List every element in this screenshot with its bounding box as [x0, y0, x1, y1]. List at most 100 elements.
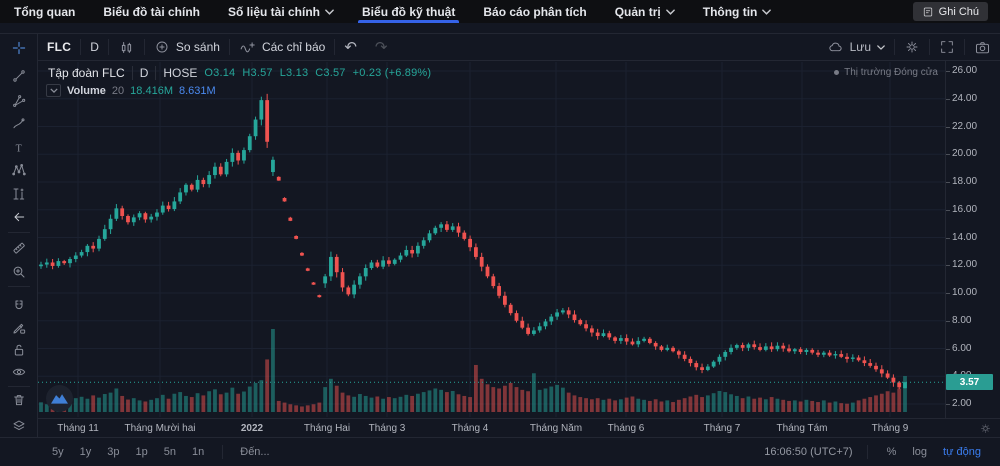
hide-drawings-eye-tool[interactable] — [11, 364, 27, 380]
price-axis-label: 20.00 — [945, 148, 978, 160]
price-chart[interactable] — [38, 61, 945, 418]
log-scale-button[interactable]: log — [912, 446, 928, 458]
brush-tool[interactable] — [11, 115, 27, 131]
volume-period: 20 — [111, 84, 125, 97]
price-axis-label: 14.00 — [945, 231, 978, 243]
range-button-3p[interactable]: 3p — [107, 446, 120, 458]
drawing-mode-lock-tool[interactable] — [11, 320, 27, 336]
price-axis-label: 10.00 — [945, 287, 978, 298]
gear-icon — [906, 41, 918, 53]
time-axis-label: Tháng Năm — [529, 423, 583, 434]
mountain-logo-icon — [51, 394, 68, 404]
indicators-button[interactable]: Các chỉ báo — [230, 34, 334, 60]
volume-ma-value: 8.631M — [178, 84, 216, 97]
collapse-indicator-button[interactable] — [46, 84, 61, 97]
toolbar-divider — [80, 39, 82, 55]
range-button-5y[interactable]: 5y — [52, 446, 64, 458]
top-navbar: Tổng quan Biểu đồ tài chính Số liệu tài … — [0, 0, 1000, 23]
nav-tab-governance[interactable]: Quản trị — [615, 0, 675, 23]
note-icon — [923, 7, 932, 16]
time-axis-label: Tháng Tám — [776, 423, 828, 434]
toolbar-divider — [143, 39, 145, 55]
nav-tab-analysis-reports[interactable]: Báo cáo phân tích — [483, 4, 587, 19]
bottom-toolbar: 5y 1y 3p 1p 5n 1n Đến... 16:06:50 (UTC+7) % l… — [0, 437, 1000, 466]
price-axis-label: 24.00 — [945, 92, 978, 104]
range-button-5n[interactable]: 5n — [163, 446, 176, 458]
toolbar-right-group: Lưu — [818, 39, 1000, 56]
nav-tab-information[interactable]: Thông tin — [703, 0, 772, 23]
candlestick-style-icon — [121, 41, 132, 53]
interval-button[interactable]: D — [90, 40, 99, 54]
zoom-in-tool[interactable] — [11, 264, 27, 280]
price-axis-label: 18.00 — [945, 176, 978, 187]
toolbar-divider — [334, 39, 336, 55]
undo-button[interactable]: ↶ — [344, 39, 357, 56]
chevron-down-icon — [762, 8, 772, 15]
snapshot-button[interactable] — [965, 39, 1000, 56]
plus-circle-icon — [156, 41, 168, 53]
price-axis-label: 26.00 — [945, 65, 978, 76]
time-axis-label: Tháng Hai — [303, 423, 351, 434]
market-status-dot-icon — [834, 70, 840, 75]
range-button-1n[interactable]: 1n — [192, 446, 205, 458]
pitchfork-tool[interactable] — [11, 93, 27, 109]
redo-button[interactable]: ↷ — [374, 39, 388, 56]
camera-icon — [975, 41, 990, 53]
series-legend[interactable]: Tập đoàn FLC D HOSE O3.14 H3.57 L3.13 C3… — [48, 66, 431, 80]
xabcd-pattern-tool[interactable] — [11, 162, 27, 178]
chevron-down-icon — [665, 8, 675, 15]
price-axis[interactable]: 3.57 26.00 24.00 22.00 20.00 18.00 16.00 14.00… — [945, 61, 1000, 418]
indicators-icon — [240, 41, 255, 52]
clock-timezone-button[interactable]: 16:06:50 (UTC+7) — [764, 446, 853, 458]
chart-style-button[interactable] — [109, 34, 144, 60]
nav-tab-technical-chart[interactable]: Biểu đồ kỹ thuật — [358, 0, 460, 23]
text-tool[interactable]: T — [11, 140, 27, 156]
volume-series — [39, 329, 907, 412]
percent-scale-button[interactable]: % — [886, 446, 897, 458]
sidebar-divider — [8, 232, 30, 233]
forecast-tool[interactable] — [11, 186, 27, 202]
price-axis-label: 8.00 — [945, 314, 972, 326]
save-layout-button[interactable]: Lưu — [818, 39, 894, 56]
bottom-right-controls: 16:06:50 (UTC+7) % log tự động — [764, 443, 1000, 461]
last-price-badge: 3.57 — [946, 374, 993, 391]
goto-date-button[interactable]: Đến... — [240, 446, 270, 458]
crosshair-tool[interactable] — [11, 40, 27, 56]
auto-scale-button[interactable]: tự động — [943, 446, 981, 458]
ohlc-high: H3.57 — [242, 67, 273, 79]
cloud-icon — [828, 42, 842, 51]
broker-logo-watermark[interactable] — [46, 385, 73, 412]
volume-legend[interactable]: Volume 20 18.416M 8.631M — [46, 84, 216, 97]
volume-title: Volume — [67, 84, 106, 97]
time-axis[interactable]: Tháng 11 Tháng Mười hai 2022 Tháng Hai Tháng… — [38, 418, 1000, 437]
nav-tab-financial-data[interactable]: Số liệu tài chính — [228, 0, 334, 23]
remove-drawings-trash-tool[interactable] — [11, 392, 27, 408]
nav-tab-overview[interactable]: Tổng quan — [14, 4, 76, 19]
range-button-1y[interactable]: 1y — [79, 446, 92, 458]
price-axis-label: 16.00 — [945, 203, 978, 215]
chart-settings-button[interactable] — [895, 39, 929, 55]
chevron-down-icon — [325, 8, 334, 15]
compare-button[interactable]: So sánh — [145, 34, 229, 60]
price-axis-label: 12.00 — [945, 259, 978, 271]
lock-all-drawings-tool[interactable] — [11, 342, 27, 358]
notes-button[interactable]: Ghi Chú — [912, 2, 988, 21]
drawing-tools-sidebar: T — [0, 33, 38, 437]
toolbar-divider — [964, 39, 965, 55]
magnet-mode-tool[interactable] — [11, 298, 27, 314]
svg-text:T: T — [16, 143, 22, 154]
time-axis-label: Tháng 6 — [607, 423, 645, 434]
axis-settings-gear-icon[interactable] — [979, 422, 992, 440]
legend-exchange: HOSE — [155, 66, 197, 80]
trend-line-tool[interactable] — [11, 68, 27, 84]
ohlc-open: O3.14 — [204, 67, 236, 79]
fullscreen-button[interactable] — [930, 39, 964, 55]
object-tree-layers-tool[interactable] — [11, 418, 27, 434]
nav-tab-financial-charts[interactable]: Biểu đồ tài chính — [103, 4, 200, 19]
measure-ruler-tool[interactable] — [11, 240, 27, 256]
symbol-search-button[interactable]: FLC — [47, 40, 72, 54]
range-button-1p[interactable]: 1p — [135, 446, 148, 458]
toolbar-divider — [894, 39, 895, 55]
fullscreen-icon — [941, 41, 953, 53]
hide-panel-arrow-icon[interactable] — [11, 209, 27, 225]
